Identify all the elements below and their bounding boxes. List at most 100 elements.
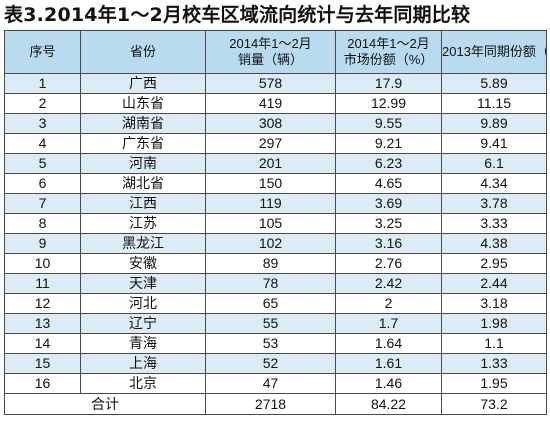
- header-province: 省份: [80, 30, 206, 74]
- table-row: 5 河南 201 6.23 6.1: [4, 153, 547, 174]
- table-row: 3 湖南省 308 9.55 9.89: [4, 113, 547, 134]
- cell-sales: 65: [205, 293, 336, 314]
- cell-sales: 102: [205, 233, 336, 254]
- cell-sales: 78: [205, 273, 336, 294]
- cell-province: 北京: [80, 373, 206, 394]
- cell-province: 江苏: [80, 213, 206, 234]
- cell-province: 湖北省: [80, 173, 206, 194]
- cell-index: 3: [4, 113, 81, 134]
- table-row: 1 广西 578 17.9 5.89: [4, 73, 547, 94]
- cell-prev-share: 4.34: [441, 173, 547, 194]
- cell-province: 辽宁: [80, 313, 206, 334]
- cell-share: 17.9: [335, 73, 442, 94]
- header-index: 序号: [4, 30, 81, 74]
- cell-province: 广西: [80, 73, 206, 94]
- cell-prev-share: 4.38: [441, 233, 547, 254]
- cell-share: 3.16: [335, 233, 442, 254]
- cell-index: 10: [4, 253, 81, 274]
- cell-prev-share: 3.18: [441, 293, 547, 314]
- cell-prev-share: 1.98: [441, 313, 547, 334]
- total-label: 合计: [4, 393, 206, 415]
- cell-index: 4: [4, 133, 81, 154]
- cell-index: 5: [4, 153, 81, 174]
- cell-prev-share: 2.44: [441, 273, 547, 294]
- cell-sales: 52: [205, 353, 336, 374]
- cell-index: 9: [4, 233, 81, 254]
- table-row: 2 山东省 419 12.99 11.15: [4, 93, 547, 114]
- table-title: 表3.2014年1～2月校车区域流向统计与去年同期比较: [4, 4, 471, 26]
- cell-sales: 308: [205, 113, 336, 134]
- cell-prev-share: 3.78: [441, 193, 547, 214]
- cell-sales: 201: [205, 153, 336, 174]
- cell-province: 河南: [80, 153, 206, 174]
- table-body: 1 广西 578 17.9 5.89 2 山东省 419 12.99 11.15 3 湖南省 308 9.…: [4, 73, 547, 394]
- cell-sales: 105: [205, 213, 336, 234]
- cell-index: 7: [4, 193, 81, 214]
- table-row: 12 河北 65 2 3.18: [4, 293, 547, 314]
- cell-prev-share: 9.89: [441, 113, 547, 134]
- cell-province: 天津: [80, 273, 206, 294]
- cell-index: 2: [4, 93, 81, 114]
- cell-sales: 55: [205, 313, 336, 334]
- cell-sales: 297: [205, 133, 336, 154]
- table-row: 9 黑龙江 102 3.16 4.38: [4, 233, 547, 254]
- header-prev-share: 2013年同期份额（%）: [441, 30, 547, 74]
- cell-province: 河北: [80, 293, 206, 314]
- cell-share: 1.64: [335, 333, 442, 354]
- cell-index: 14: [4, 333, 81, 354]
- table-row: 14 青海 53 1.64 1.1: [4, 333, 547, 354]
- cell-index: 13: [4, 313, 81, 334]
- cell-sales: 89: [205, 253, 336, 274]
- total-prev-share: 73.2: [441, 393, 547, 415]
- table-row: 6 湖北省 150 4.65 4.34: [4, 173, 547, 194]
- total-row: 合计 2718 84.22 73.2: [4, 393, 547, 415]
- cell-prev-share: 5.89: [441, 73, 547, 94]
- cell-share: 1.7: [335, 313, 442, 334]
- cell-sales: 419: [205, 93, 336, 114]
- cell-prev-share: 3.33: [441, 213, 547, 234]
- cell-share: 1.61: [335, 353, 442, 374]
- cell-share: 4.65: [335, 173, 442, 194]
- cell-sales: 119: [205, 193, 336, 214]
- cell-index: 15: [4, 353, 81, 374]
- cell-sales: 578: [205, 73, 336, 94]
- table-row: 8 江苏 105 3.25 3.33: [4, 213, 547, 234]
- cell-index: 8: [4, 213, 81, 234]
- cell-sales: 47: [205, 373, 336, 394]
- table-row: 7 江西 119 3.69 3.78: [4, 193, 547, 214]
- cell-share: 9.55: [335, 113, 442, 134]
- table-row: 4 广东省 297 9.21 9.41: [4, 133, 547, 154]
- total-sales: 2718: [205, 393, 336, 415]
- cell-prev-share: 1.95: [441, 373, 547, 394]
- cell-prev-share: 2.95: [441, 253, 547, 274]
- header-share: 2014年1～2月 市场份额（%）: [335, 30, 442, 74]
- total-share: 84.22: [335, 393, 442, 415]
- cell-index: 16: [4, 373, 81, 394]
- cell-sales: 53: [205, 333, 336, 354]
- table-row: 15 上海 52 1.61 1.33: [4, 353, 547, 374]
- table-row: 11 天津 78 2.42 2.44: [4, 273, 547, 294]
- cell-share: 3.25: [335, 213, 442, 234]
- header-row: 序号 省份 2014年1～2月 销量（辆） 2014年1～2月 市场份额（%） …: [4, 30, 547, 74]
- cell-share: 12.99: [335, 93, 442, 114]
- cell-sales: 150: [205, 173, 336, 194]
- header-sales: 2014年1～2月 销量（辆）: [205, 30, 336, 74]
- cell-province: 安徽: [80, 253, 206, 274]
- cell-share: 6.23: [335, 153, 442, 174]
- cell-index: 1: [4, 73, 81, 94]
- cell-share: 1.46: [335, 373, 442, 394]
- cell-index: 6: [4, 173, 81, 194]
- cell-prev-share: 11.15: [441, 93, 547, 114]
- table-row: 16 北京 47 1.46 1.95: [4, 373, 547, 394]
- cell-province: 上海: [80, 353, 206, 374]
- cell-province: 广东省: [80, 133, 206, 154]
- table-row: 10 安徽 89 2.76 2.95: [4, 253, 547, 274]
- cell-prev-share: 6.1: [441, 153, 547, 174]
- cell-province: 青海: [80, 333, 206, 354]
- cell-prev-share: 1.33: [441, 353, 547, 374]
- cell-index: 11: [4, 273, 81, 294]
- cell-share: 2.42: [335, 273, 442, 294]
- cell-province: 山东省: [80, 93, 206, 114]
- cell-province: 湖南省: [80, 113, 206, 134]
